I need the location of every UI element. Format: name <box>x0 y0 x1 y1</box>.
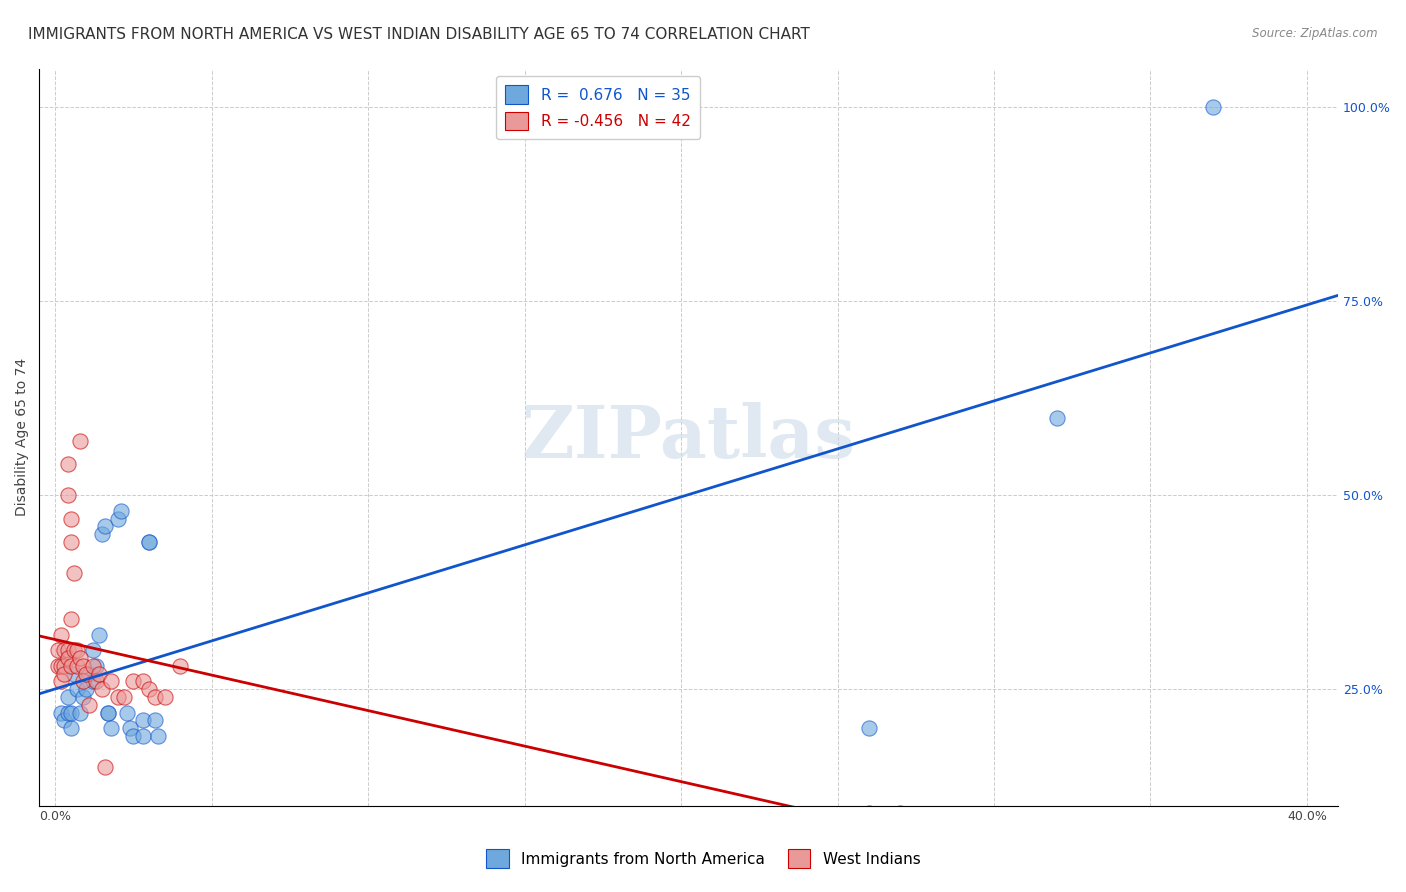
Text: ZIPatlas: ZIPatlas <box>522 401 856 473</box>
Point <box>91 682 114 697</box>
Point <box>56 643 79 657</box>
Point <box>858 806 880 821</box>
Point <box>110 504 132 518</box>
Point <box>72 674 94 689</box>
Point <box>63 643 86 657</box>
Point <box>889 806 911 821</box>
Point <box>53 666 76 681</box>
Point <box>56 690 79 704</box>
Point <box>1045 410 1067 425</box>
Point <box>66 643 89 657</box>
Point <box>53 659 76 673</box>
Point <box>59 612 82 626</box>
Point <box>84 659 107 673</box>
Point <box>148 729 170 743</box>
Point <box>87 666 110 681</box>
Point <box>91 527 114 541</box>
Point <box>79 666 101 681</box>
Point <box>82 674 104 689</box>
Point <box>56 457 79 471</box>
Point <box>46 643 69 657</box>
Point <box>59 659 82 673</box>
Point <box>138 682 160 697</box>
Point <box>69 651 91 665</box>
Point <box>131 729 153 743</box>
Point <box>72 690 94 704</box>
Point <box>107 690 129 704</box>
Point <box>66 682 89 697</box>
Point <box>82 643 104 657</box>
Point <box>53 643 76 657</box>
Point <box>79 698 101 712</box>
Point <box>59 534 82 549</box>
Point <box>107 511 129 525</box>
Point <box>75 666 97 681</box>
Point <box>94 760 117 774</box>
Point <box>66 659 89 673</box>
Point <box>87 628 110 642</box>
Point <box>46 659 69 673</box>
Point <box>75 682 97 697</box>
Point <box>56 706 79 720</box>
Point <box>122 729 145 743</box>
Point <box>56 651 79 665</box>
Point <box>59 706 82 720</box>
Point <box>59 511 82 525</box>
Text: IMMIGRANTS FROM NORTH AMERICA VS WEST INDIAN DISABILITY AGE 65 TO 74 CORRELATION: IMMIGRANTS FROM NORTH AMERICA VS WEST IN… <box>28 27 810 42</box>
Point <box>138 534 160 549</box>
Point <box>97 706 120 720</box>
Point <box>153 690 176 704</box>
Legend: Immigrants from North America, West Indians: Immigrants from North America, West Indi… <box>478 841 928 875</box>
Point <box>63 666 86 681</box>
Point <box>94 519 117 533</box>
Point <box>120 721 142 735</box>
Point <box>84 674 107 689</box>
Point <box>51 628 73 642</box>
Point <box>53 713 76 727</box>
Y-axis label: Disability Age 65 to 74: Disability Age 65 to 74 <box>15 358 30 516</box>
Point <box>112 690 135 704</box>
Point <box>138 534 160 549</box>
Point <box>115 706 138 720</box>
Point <box>122 674 145 689</box>
Point <box>69 706 91 720</box>
Point <box>51 706 73 720</box>
Point <box>858 721 880 735</box>
Point <box>131 713 153 727</box>
Point <box>169 659 191 673</box>
Text: Source: ZipAtlas.com: Source: ZipAtlas.com <box>1253 27 1378 40</box>
Point <box>72 659 94 673</box>
Point <box>100 674 122 689</box>
Point <box>56 488 79 502</box>
Point <box>63 566 86 580</box>
Point <box>143 690 166 704</box>
Point <box>97 706 120 720</box>
Point <box>143 713 166 727</box>
Point <box>82 659 104 673</box>
Legend: R =  0.676   N = 35, R = -0.456   N = 42: R = 0.676 N = 35, R = -0.456 N = 42 <box>496 76 700 139</box>
Point <box>51 674 73 689</box>
Point <box>69 434 91 448</box>
Point <box>59 721 82 735</box>
Point <box>1202 100 1225 114</box>
Point <box>100 721 122 735</box>
Point <box>51 659 73 673</box>
Point <box>131 674 153 689</box>
